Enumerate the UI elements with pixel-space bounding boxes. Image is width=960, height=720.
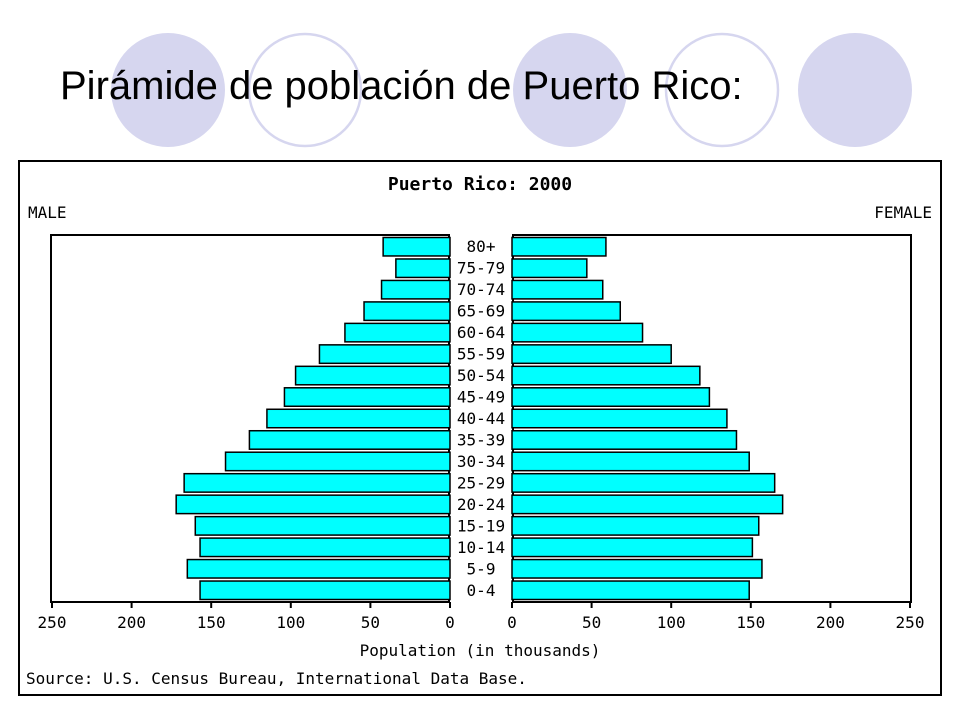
bar-female-40-44 [511, 408, 728, 429]
bar-male-70-74 [380, 279, 451, 300]
bar-female-25-29 [511, 472, 776, 493]
bar-male-45-49 [283, 387, 451, 408]
male-axis-ticks: 0 50 100 150 200 250 [38, 602, 455, 632]
slide-title: Pirámide de población de Puerto Rico: [60, 64, 743, 108]
tick-label-male-200: 200 [117, 613, 146, 632]
population-pyramid-chart: Puerto Rico: 2000 MALE FEMALE 0-4 5-9 10-1… [18, 160, 942, 696]
chart-title: Puerto Rico: 2000 [388, 174, 572, 195]
bar-female-55-59 [511, 344, 672, 365]
tick-label-female-0: 0 [507, 613, 517, 632]
tick-label-female-200: 200 [816, 613, 845, 632]
female-axis-ticks: 0 50 100 150 200 250 [507, 602, 924, 632]
circle-4 [664, 32, 780, 148]
age-group-labels: 0-4 5-9 10-14 15-19 20-24 25-29 30-34 35-39 40-4… [457, 237, 505, 600]
tick-label-female-50: 50 [582, 613, 601, 632]
tick-label-female-250: 250 [896, 613, 925, 632]
bar-male-35-39 [248, 429, 451, 450]
age-label-35-39: 35-39 [457, 430, 505, 449]
bar-female-75-79 [511, 258, 588, 279]
age-label-75-79: 75-79 [457, 259, 505, 278]
bar-male-40-44 [266, 408, 451, 429]
circle-3 [513, 33, 627, 147]
age-label-0-4: 0-4 [467, 581, 496, 600]
age-label-65-69: 65-69 [457, 302, 505, 321]
tick-label-male-100: 100 [276, 613, 305, 632]
circle-2 [247, 32, 363, 148]
bar-male-30-34 [224, 451, 451, 472]
bar-male-15-19 [194, 515, 451, 536]
bar-female-50-54 [511, 365, 701, 386]
bar-male-60-64 [344, 322, 451, 343]
age-label-20-24: 20-24 [457, 495, 505, 514]
age-label-45-49: 45-49 [457, 388, 505, 407]
bar-male-55-59 [318, 344, 451, 365]
pyramid-svg: Puerto Rico: 2000 MALE FEMALE 0-4 5-9 10-1… [26, 174, 932, 688]
bar-female-15-19 [511, 515, 760, 536]
bar-male-80+ [382, 236, 451, 257]
female-bars [511, 236, 784, 601]
bar-male-5-9 [186, 558, 451, 579]
bar-female-65-69 [511, 301, 622, 322]
tick-label-male-150: 150 [197, 613, 226, 632]
bar-female-20-24 [511, 494, 784, 515]
tick-label-female-100: 100 [657, 613, 686, 632]
bar-female-0-4 [511, 580, 750, 601]
bar-male-75-79 [395, 258, 451, 279]
bar-female-60-64 [511, 322, 644, 343]
bar-male-65-69 [363, 301, 451, 322]
age-label-10-14: 10-14 [457, 538, 505, 557]
age-label-25-29: 25-29 [457, 473, 505, 492]
bar-female-70-74 [511, 279, 604, 300]
bar-female-5-9 [511, 558, 763, 579]
decorative-circles [111, 32, 912, 148]
x-axis-label: Population (in thousands) [360, 641, 601, 660]
circle-5 [798, 33, 912, 147]
bar-male-0-4 [199, 580, 451, 601]
tick-label-male-250: 250 [38, 613, 67, 632]
bar-female-35-39 [511, 429, 738, 450]
age-label-70-74: 70-74 [457, 280, 505, 299]
male-label: MALE [28, 203, 67, 222]
bar-male-10-14 [199, 537, 451, 558]
age-label-5-9: 5-9 [467, 559, 496, 578]
male-bars [175, 236, 451, 601]
bar-male-25-29 [183, 472, 451, 493]
tick-label-male-0: 0 [445, 613, 455, 632]
source-note: Source: U.S. Census Bureau, Internationa… [26, 669, 527, 688]
age-label-50-54: 50-54 [457, 366, 505, 385]
bar-male-20-24 [175, 494, 451, 515]
bar-female-80+ [511, 236, 607, 257]
bar-female-45-49 [511, 387, 711, 408]
bar-female-30-34 [511, 451, 750, 472]
bar-male-50-54 [294, 365, 451, 386]
tick-label-male-50: 50 [361, 613, 380, 632]
age-label-55-59: 55-59 [457, 345, 505, 364]
circle-1 [111, 33, 225, 147]
bar-female-10-14 [511, 537, 754, 558]
age-label-15-19: 15-19 [457, 516, 505, 535]
age-label-80+: 80+ [467, 237, 496, 256]
age-label-30-34: 30-34 [457, 452, 505, 471]
age-label-60-64: 60-64 [457, 323, 505, 342]
age-label-40-44: 40-44 [457, 409, 505, 428]
tick-label-female-150: 150 [736, 613, 765, 632]
female-label: FEMALE [874, 203, 932, 222]
